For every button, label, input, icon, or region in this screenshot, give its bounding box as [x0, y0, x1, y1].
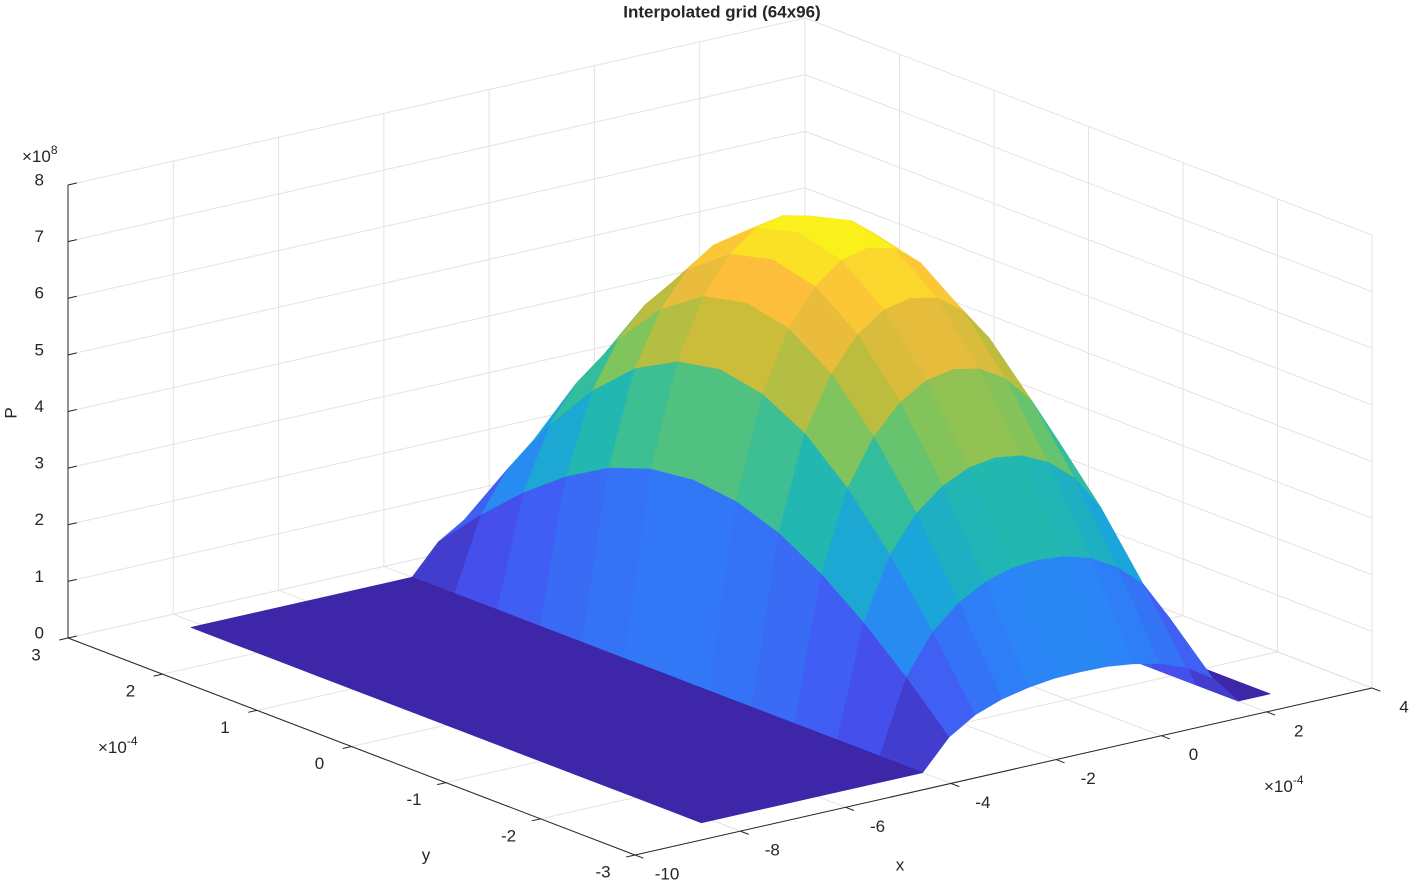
y-tick-label: -3	[595, 862, 610, 880]
y-multiplier-exponent: -4	[127, 734, 138, 748]
x-tick-mark	[950, 782, 960, 788]
x-axis-line	[634, 687, 1373, 856]
x-axis-label: x	[896, 855, 905, 874]
x-tick-mark	[845, 806, 855, 811]
back-wall-grid-line	[67, 130, 806, 299]
z-multiplier-base: ×10	[22, 147, 51, 166]
x-tick-mark	[1371, 687, 1381, 692]
z-tick-label: 1	[35, 567, 44, 586]
back-wall-grid-line	[67, 244, 806, 412]
y-tick-mark	[626, 854, 636, 858]
back-wall-grid-line	[67, 17, 806, 186]
z-tick-label: 4	[35, 397, 44, 416]
x-tick-mark	[634, 854, 644, 859]
y-multiplier: ×10-4	[98, 734, 138, 757]
x-multiplier-base: ×10	[1264, 777, 1293, 796]
x-tick-label: -4	[975, 793, 990, 812]
x-tick-label: -10	[655, 864, 680, 880]
x-tick-label: 4	[1399, 697, 1408, 716]
y-tick-mark	[437, 782, 447, 786]
surface-layer	[190, 215, 1271, 824]
y-tick-mark	[153, 673, 163, 677]
z-tick-label: 2	[35, 510, 44, 529]
x-multiplier: ×10-4	[1264, 773, 1304, 796]
x-tick-label: -8	[765, 841, 780, 860]
z-tick-mark	[67, 352, 77, 356]
x-tick-mark	[1266, 711, 1276, 716]
y-tick-mark	[342, 746, 352, 749]
y-tick-label: -2	[501, 826, 516, 845]
x-multiplier-exponent: -4	[1293, 773, 1304, 787]
y-tick-label: 2	[126, 682, 135, 701]
side-wall-grid-line	[804, 130, 1373, 349]
x-tick-mark	[1161, 735, 1171, 740]
side-wall-grid-line	[804, 17, 1373, 236]
side-wall-grid-line	[804, 74, 1373, 293]
z-tick-mark	[67, 409, 77, 412]
y-tick-label: 0	[315, 754, 324, 773]
y-tick-mark	[248, 709, 258, 713]
surface-patch	[658, 755, 923, 824]
x-tick-mark	[740, 830, 749, 835]
z-tick-mark	[67, 578, 77, 582]
z-tick-mark	[67, 465, 77, 469]
z-tick-label: 8	[35, 170, 44, 189]
y-multiplier-base: ×10	[98, 738, 127, 757]
z-multiplier: ×108	[22, 143, 58, 166]
y-tick-label: 1	[220, 718, 229, 737]
chart-title: Interpolated grid (64x96)	[623, 2, 820, 21]
y-tick-label: -1	[406, 790, 421, 809]
z-multiplier-exponent: 8	[51, 143, 58, 157]
z-tick-label: 3	[35, 454, 44, 473]
back-wall-grid-line	[67, 74, 806, 243]
z-axis-label: P	[1, 407, 20, 418]
back-wall-grid-line	[67, 187, 806, 356]
z-tick-mark	[67, 522, 77, 526]
z-tick-mark	[67, 182, 77, 186]
z-tick-label: 7	[35, 227, 44, 246]
x-tick-mark	[1055, 759, 1065, 764]
z-tick-mark	[67, 635, 77, 639]
x-tick-label: -2	[1081, 769, 1096, 788]
x-tick-label: 0	[1189, 745, 1198, 764]
y-tick-mark	[531, 818, 541, 822]
side-wall-grid-line	[804, 187, 1373, 406]
y-tick-label: 3	[31, 645, 40, 664]
x-tick-label: 2	[1294, 721, 1303, 740]
z-tick-label: 0	[35, 623, 44, 642]
y-axis-label: y	[422, 845, 431, 864]
z-tick-label: 5	[35, 340, 44, 359]
z-tick-mark	[67, 295, 77, 299]
z-tick-mark	[67, 239, 77, 243]
y-tick-mark	[59, 637, 69, 641]
z-tick-label: 6	[35, 284, 44, 303]
x-tick-label: -6	[870, 817, 885, 836]
